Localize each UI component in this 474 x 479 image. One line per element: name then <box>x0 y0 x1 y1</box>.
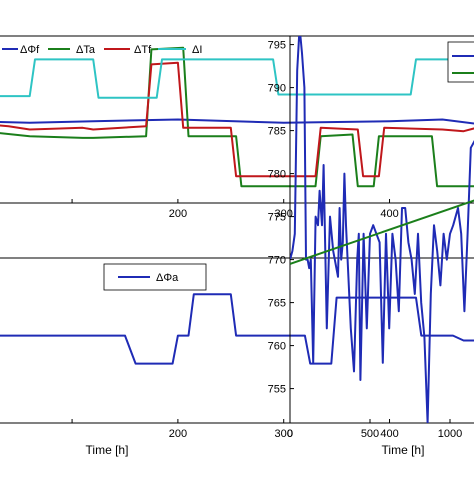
top-left-chart: 200300400500 ΔΦf ΔTa ΔTf ΔI <box>0 35 474 220</box>
right-y-tick-label: 795 <box>268 40 286 52</box>
right-y-tick-label: 760 <box>268 341 286 353</box>
right-legend-box <box>447 41 474 83</box>
right-x-tick-label: 500 <box>361 428 379 440</box>
top-left-x-tick-label: 200 <box>169 208 187 220</box>
right-y-tick-label: 785 <box>268 126 286 138</box>
bottom-left-x-tick-label: 400 <box>380 428 398 440</box>
right-x-tick-label: 1000 <box>438 428 462 440</box>
top-left-x-tick-label: 300 <box>275 208 293 220</box>
bottom-left-x-axis-label: Time [h] <box>86 443 129 457</box>
bottom-left-x-tick-label: 300 <box>275 428 293 440</box>
legend-label-dt-a: ΔTa <box>76 44 96 56</box>
legend-label-dphi-a: ΔΦa <box>156 272 179 284</box>
right-y-tick-label: 780 <box>268 169 286 181</box>
right-plot-frame <box>289 35 474 424</box>
right-series-1-line <box>290 36 474 423</box>
top-left-series-1-line <box>0 118 474 125</box>
right-y-tick-label: 770 <box>268 255 286 267</box>
legend-label-di: ΔI <box>192 44 202 56</box>
right-y-tick-label: 790 <box>268 83 286 95</box>
bottom-left-series-1-line <box>0 293 474 365</box>
bottom-left-chart: 200 300 400500 ΔΦa Time [h] <box>0 257 474 457</box>
right-y-tick-label: 755 <box>268 384 286 396</box>
bottom-left-legend: ΔΦa <box>103 263 207 291</box>
right-x-tick-label: 0 <box>287 428 293 440</box>
top-left-plot-frame <box>0 35 474 204</box>
right-y-tick-label: 775 <box>268 212 286 224</box>
right-x-axis-label: Time [h] <box>382 443 425 457</box>
legend-label-dt-f: ΔTf <box>134 44 152 56</box>
right-y-tick-label: 765 <box>268 298 286 310</box>
right-legend <box>447 41 474 83</box>
right-series-2-line <box>290 199 474 265</box>
top-left-x-tick-label: 400 <box>380 208 398 220</box>
bottom-left-x-tick-label: 200 <box>169 428 187 440</box>
top-left-series-4-line <box>0 58 474 99</box>
top-left-series-3-line <box>0 61 474 178</box>
top-left-legend: ΔΦf ΔTa ΔTf ΔI <box>2 44 202 56</box>
legend-label-dphi-f: ΔΦf <box>20 44 40 56</box>
bottom-left-plot-frame <box>0 257 474 424</box>
right-chart: 0 500 1000 755 760 765 770 775 780 785 790 795 Time… <box>268 35 474 457</box>
